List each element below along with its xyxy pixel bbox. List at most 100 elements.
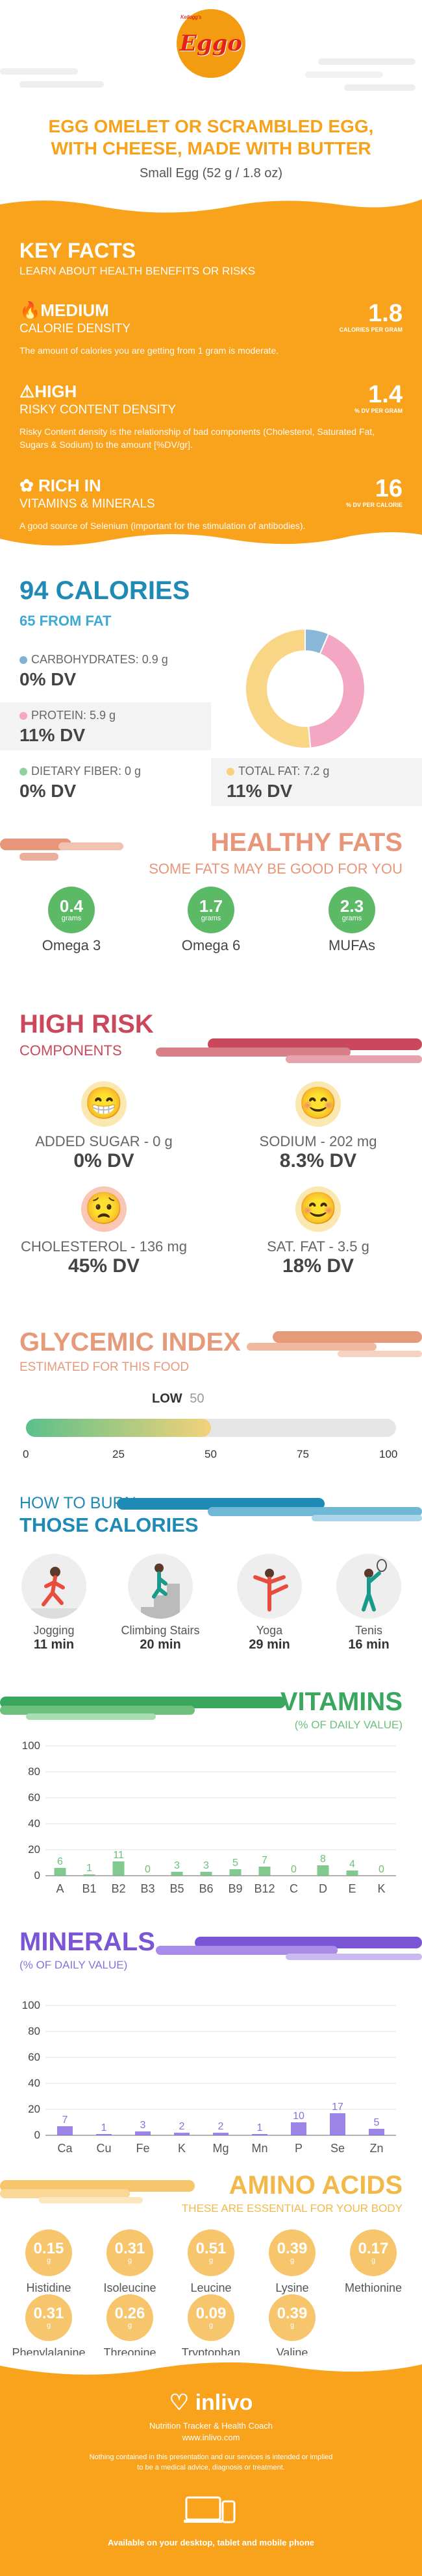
vitamins-title: VITAMINS: [280, 1687, 403, 1716]
bar-Mn: [252, 2134, 267, 2135]
y-tick-label: 60: [28, 2051, 40, 2063]
key-facts-section: KEY FACTS LEARN ABOUT HEALTH BENEFITS OR…: [0, 193, 422, 552]
bar-value-label: 3: [140, 2120, 146, 2131]
amino-value: 0.31: [33, 2305, 64, 2322]
scale-tick: 50: [205, 1448, 217, 1460]
minerals-title: MINERALS: [19, 1928, 155, 1956]
stripe-decoration: [156, 1937, 422, 1960]
bar-value-label: 2: [218, 2121, 224, 2132]
amino-leucine: 0.51 g Leucine: [169, 2229, 253, 2295]
nutrient-value: 0% DV: [19, 781, 77, 801]
bar-value-label: 1: [257, 2122, 263, 2133]
amino-unit: g: [290, 2257, 295, 2264]
fiber-dot: [19, 768, 27, 776]
vitamins-subtitle: (% OF DAILY VALUE): [294, 1719, 403, 1731]
risk-added-sugar: 😁 ADDED SUGAR - 0 g 0% DV: [6, 1081, 201, 1172]
bar-P: [291, 2122, 306, 2135]
fat-value: 1.7: [199, 896, 223, 916]
amino-valine: 0.39 g Valine: [250, 2294, 334, 2360]
amino-unit: g: [208, 2322, 214, 2329]
stripe-decoration: [117, 1498, 422, 1521]
healthy-fats-subtitle: SOME FATS MAY BE GOOD FOR YOU: [149, 861, 403, 877]
bar-value-label: 3: [174, 1860, 180, 1871]
sad-face-icon: 😟: [81, 1186, 127, 1232]
activity-minutes: 20 min: [140, 1638, 181, 1652]
fat-name: Omega 6: [181, 937, 241, 953]
risk-label: ADDED SUGAR - 0 g: [35, 1133, 173, 1149]
footer-disclaimer-2: to be a medical advice, diagnosis or tre…: [137, 2464, 285, 2472]
bar-Mg: [213, 2133, 229, 2135]
key-fact-unit: % DV PER GRAM: [354, 408, 403, 414]
devices-icon: [184, 2496, 236, 2523]
amino-value: 0.31: [114, 2240, 145, 2257]
risk-value: 8.3% DV: [279, 1150, 357, 1171]
amino-lysine: 0.39 g Lysine: [250, 2229, 334, 2295]
bar-A: [54, 1868, 66, 1876]
bar-value-label: 4: [349, 1859, 355, 1870]
brand-name: inlivo: [195, 2390, 253, 2415]
amino-unit: g: [208, 2257, 214, 2264]
activity-minutes: 16 min: [348, 1638, 390, 1652]
scale-tick: 25: [112, 1448, 125, 1460]
y-tick-label: 80: [28, 1765, 40, 1778]
nutrient-protein: PROTEIN: 5.9 g 11% DV: [0, 702, 211, 750]
calories-section: 94 CALORIES 65 FROM FAT CARBOHYDRATES: 0…: [0, 549, 422, 822]
risk-sodium: 😊 SODIUM - 202 mg 8.3% DV: [221, 1081, 416, 1172]
wave-divider: [0, 193, 422, 213]
risk-label: SODIUM - 202 mg: [259, 1133, 377, 1149]
amino-name: Histidine: [26, 2281, 71, 2294]
activity-name: Jogging: [33, 1624, 75, 1637]
x-tick-label: A: [56, 1882, 64, 1895]
vitamins-section: VITAMINS (% OF DAILY VALUE) 0 20 40 60 80 100…: [0, 1687, 422, 1928]
x-tick-label: B3: [140, 1882, 155, 1895]
activity-name: Tenis: [354, 1624, 383, 1637]
donut-slice-fat: [245, 628, 312, 749]
bar-B2: [112, 1861, 125, 1876]
high-risk-title: HIGH RISK: [19, 1010, 154, 1038]
calories-from-fat: 65 FROM FAT: [19, 613, 112, 629]
fat-value: 2.3: [340, 896, 364, 916]
nutrient-value: 11% DV: [19, 725, 86, 745]
x-tick-label: P: [295, 2142, 303, 2155]
bar-value-label: 5: [232, 1858, 238, 1869]
y-tick-label: 100: [22, 1739, 40, 1752]
bar-Zn: [369, 2129, 384, 2135]
fat-dot: [227, 768, 234, 776]
bar-value-label: 6: [57, 1856, 63, 1867]
bar-value-label: 8: [320, 1854, 326, 1865]
amino-phenylalanine: 0.31 g Phenylalanine: [6, 2294, 91, 2360]
burn-title-1: HOW TO BURN: [19, 1494, 136, 1512]
activity-name: Yoga: [256, 1624, 283, 1637]
bar-value-label: 2: [179, 2121, 185, 2132]
vitamins-bar-chart: 0204060801006A1B111B20B33B53B65B97B120C8…: [22, 1739, 396, 1895]
jogging-icon: [21, 1554, 86, 1619]
footer-site[interactable]: www.inlivo.com: [182, 2433, 240, 2442]
happy-face-icon: 😊: [295, 1186, 341, 1232]
amino-value: 0.51: [195, 2240, 227, 2257]
glycemic-index-section: GLYCEMIC INDEX ESTIMATED FOR THIS FOOD L…: [0, 1321, 422, 1471]
x-tick-label: Mg: [212, 2142, 229, 2155]
bar-B1: [83, 1874, 95, 1876]
risk-label: SAT. FAT - 3.5 g: [267, 1238, 369, 1255]
bar-value-label: 7: [262, 1855, 267, 1866]
amino-unit: g: [127, 2257, 132, 2264]
burn-title-2: THOSE CALORIES: [19, 1514, 199, 1536]
bar-value-label: 1: [86, 1863, 92, 1874]
scale-tick: 0: [23, 1448, 29, 1460]
bar-value-label: 7: [62, 2115, 68, 2126]
stripe-decoration: [0, 1697, 286, 1720]
footer-available: Available on your desktop, tablet and mo…: [107, 2538, 315, 2547]
fat-unit: grams: [61, 914, 82, 922]
bar-value-label: 3: [203, 1860, 209, 1871]
y-tick-label: 20: [28, 2103, 40, 2115]
protein-dot: [19, 712, 27, 720]
amino-unit: g: [290, 2322, 295, 2329]
fat-unit: grams: [341, 914, 362, 922]
leaf-icon: ✿: [19, 476, 34, 495]
x-tick-label: E: [348, 1882, 356, 1895]
brand-logo: Eggo: [177, 9, 245, 78]
glycemic-title: GLYCEMIC INDEX: [19, 1328, 241, 1356]
activity-name: Climbing Stairs: [121, 1624, 200, 1637]
warning-icon: ⚠: [19, 382, 35, 401]
donut-slice-protein: [308, 633, 366, 749]
